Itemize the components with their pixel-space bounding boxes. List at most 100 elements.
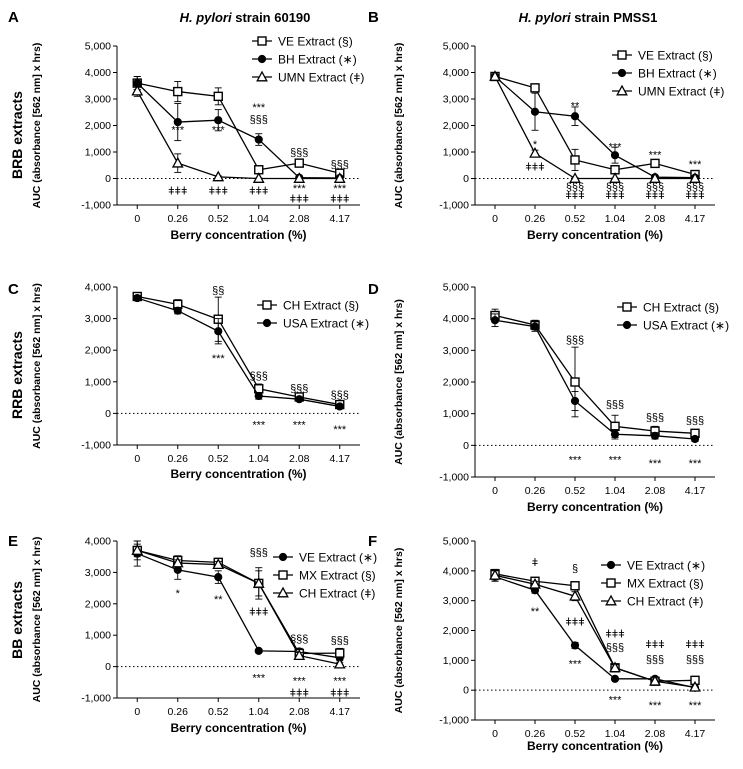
point-circle bbox=[173, 117, 182, 127]
x-tick-label: 0 bbox=[134, 706, 140, 718]
y-tick-label: 3,000 bbox=[443, 595, 469, 607]
series-line bbox=[494, 576, 696, 689]
panel-c: C -1,000 0 1,000 2,000 3,000 4,000 0 0.26 0.52 1.0… bbox=[8, 281, 369, 481]
legend-entry: CH Extract (ǂ) bbox=[299, 587, 375, 601]
series-ch-extract bbox=[489, 568, 701, 692]
significance-mark: ǂǂǂ bbox=[685, 639, 704, 651]
point-square bbox=[257, 36, 267, 46]
title-rest: strain 60190 bbox=[235, 10, 310, 25]
significance-mark: *** bbox=[333, 183, 347, 195]
y-tick-label: 3,000 bbox=[85, 94, 111, 106]
significance-mark: *** bbox=[609, 695, 623, 707]
point-square bbox=[262, 300, 272, 310]
y-axis-label: AUC (absorbance [562 nm] x hrs) bbox=[393, 299, 405, 465]
legend: VE Extract (§) BH Extract (∗) UMN Extract … bbox=[612, 49, 724, 99]
y-tick-label: 5,000 bbox=[443, 282, 469, 294]
x-axis-label: Berry concentration (%) bbox=[170, 721, 306, 735]
significance-mark: §§§ bbox=[250, 370, 268, 382]
legend-entry: VE Extract (∗) bbox=[627, 559, 705, 573]
point-circle bbox=[490, 316, 500, 325]
y-tick-label: 0 bbox=[463, 440, 469, 452]
series-line bbox=[494, 75, 696, 176]
x-tick-label: 0.52 bbox=[208, 706, 229, 718]
significance-mark: §§§ bbox=[646, 412, 664, 424]
significance-mark: ǂǂǂ bbox=[565, 617, 584, 629]
y-tick-label: -1,000 bbox=[439, 715, 469, 727]
x-tick-label: 4.17 bbox=[685, 485, 706, 497]
panel-label: D bbox=[368, 281, 379, 298]
point-circle bbox=[262, 318, 272, 328]
significance-mark: *** bbox=[609, 455, 623, 467]
series-line bbox=[494, 76, 695, 180]
point-triangle bbox=[609, 172, 621, 183]
y-tick-label: 5,000 bbox=[85, 41, 111, 53]
significance-mark: ǂǂǂ bbox=[249, 607, 268, 619]
y-tick-label: 0 bbox=[105, 173, 111, 185]
y-tick-label: 2,000 bbox=[85, 120, 111, 132]
significance-mark: §§§ bbox=[566, 181, 584, 193]
series-line bbox=[137, 295, 340, 406]
x-tick-label: 0.26 bbox=[168, 453, 189, 465]
significance-mark: *** bbox=[212, 124, 226, 136]
legend-entry: CH Extract (§) bbox=[643, 301, 719, 315]
x-tick-label: 1.04 bbox=[249, 706, 270, 718]
point-circle bbox=[690, 434, 700, 444]
y-axis-label: AUC (absorbance [562 nm] x hrs) bbox=[393, 548, 405, 714]
significance-mark: §§§ bbox=[686, 181, 704, 193]
point-triangle bbox=[649, 172, 661, 183]
y-tick-label: 1,000 bbox=[443, 147, 469, 159]
point-circle bbox=[257, 54, 267, 64]
significance-mark: §§§ bbox=[606, 181, 624, 193]
point-triangle bbox=[605, 594, 617, 606]
significance-mark: *** bbox=[689, 700, 703, 712]
legend-entry: CH Extract (§) bbox=[283, 299, 359, 313]
x-tick-label: 0.52 bbox=[565, 213, 586, 225]
significance-mark: §§§ bbox=[250, 547, 268, 559]
point-circle bbox=[530, 322, 540, 331]
y-tick-label: 3,000 bbox=[85, 313, 111, 325]
point-triangle bbox=[489, 70, 501, 81]
point-triangle bbox=[616, 84, 628, 96]
point-triangle bbox=[256, 70, 268, 82]
point-triangle bbox=[689, 172, 701, 183]
y-tick-label: 2,000 bbox=[85, 598, 111, 610]
y-tick-label: 0 bbox=[105, 661, 111, 673]
point-triangle bbox=[489, 568, 501, 580]
point-circle bbox=[335, 402, 344, 411]
significance-mark: ǂǂǂ bbox=[209, 185, 228, 197]
y-tick-label: 1,000 bbox=[85, 630, 111, 642]
title-italic: H. pylori bbox=[519, 10, 575, 25]
point-triangle bbox=[333, 172, 346, 183]
y-tick-label: 0 bbox=[105, 408, 111, 420]
x-tick-label: 1.04 bbox=[249, 453, 270, 465]
legend-entry: UMN Extract (ǂ) bbox=[638, 85, 724, 99]
x-axis-label: Berry concentration (%) bbox=[170, 467, 306, 481]
point-circle bbox=[617, 68, 627, 78]
series-line bbox=[494, 75, 696, 179]
point-circle bbox=[295, 395, 304, 404]
y-tick-label: 3,000 bbox=[443, 345, 469, 357]
x-tick-label: 4.17 bbox=[330, 453, 351, 465]
point-circle bbox=[610, 674, 620, 683]
legend: CH Extract (§) USA Extract (∗) bbox=[257, 299, 369, 331]
x-tick-label: 4.17 bbox=[330, 213, 351, 225]
series-line bbox=[137, 297, 340, 408]
significance-mark: §§§ bbox=[566, 334, 584, 346]
y-tick-label: 4,000 bbox=[85, 67, 111, 79]
panel-label: E bbox=[8, 533, 18, 550]
point-square bbox=[606, 578, 616, 588]
significance-mark: ǂǂǂ bbox=[605, 190, 624, 202]
point-triangle bbox=[609, 661, 621, 673]
y-axis-label: AUC (absorbance [562 nm] x hrs) bbox=[31, 537, 43, 703]
significance-mark: *** bbox=[293, 676, 307, 688]
point-triangle bbox=[649, 674, 661, 686]
significance-mark: ǂ bbox=[532, 557, 538, 569]
y-tick-label: 4,000 bbox=[85, 536, 111, 548]
significance-mark: *** bbox=[293, 183, 307, 195]
series-line bbox=[137, 82, 340, 174]
series-ch-extract bbox=[131, 543, 346, 669]
point-triangle bbox=[569, 589, 581, 601]
point-triangle bbox=[689, 680, 701, 692]
legend-entry: UMN Extract (ǂ) bbox=[278, 71, 364, 85]
significance-mark: §§§ bbox=[646, 181, 664, 193]
